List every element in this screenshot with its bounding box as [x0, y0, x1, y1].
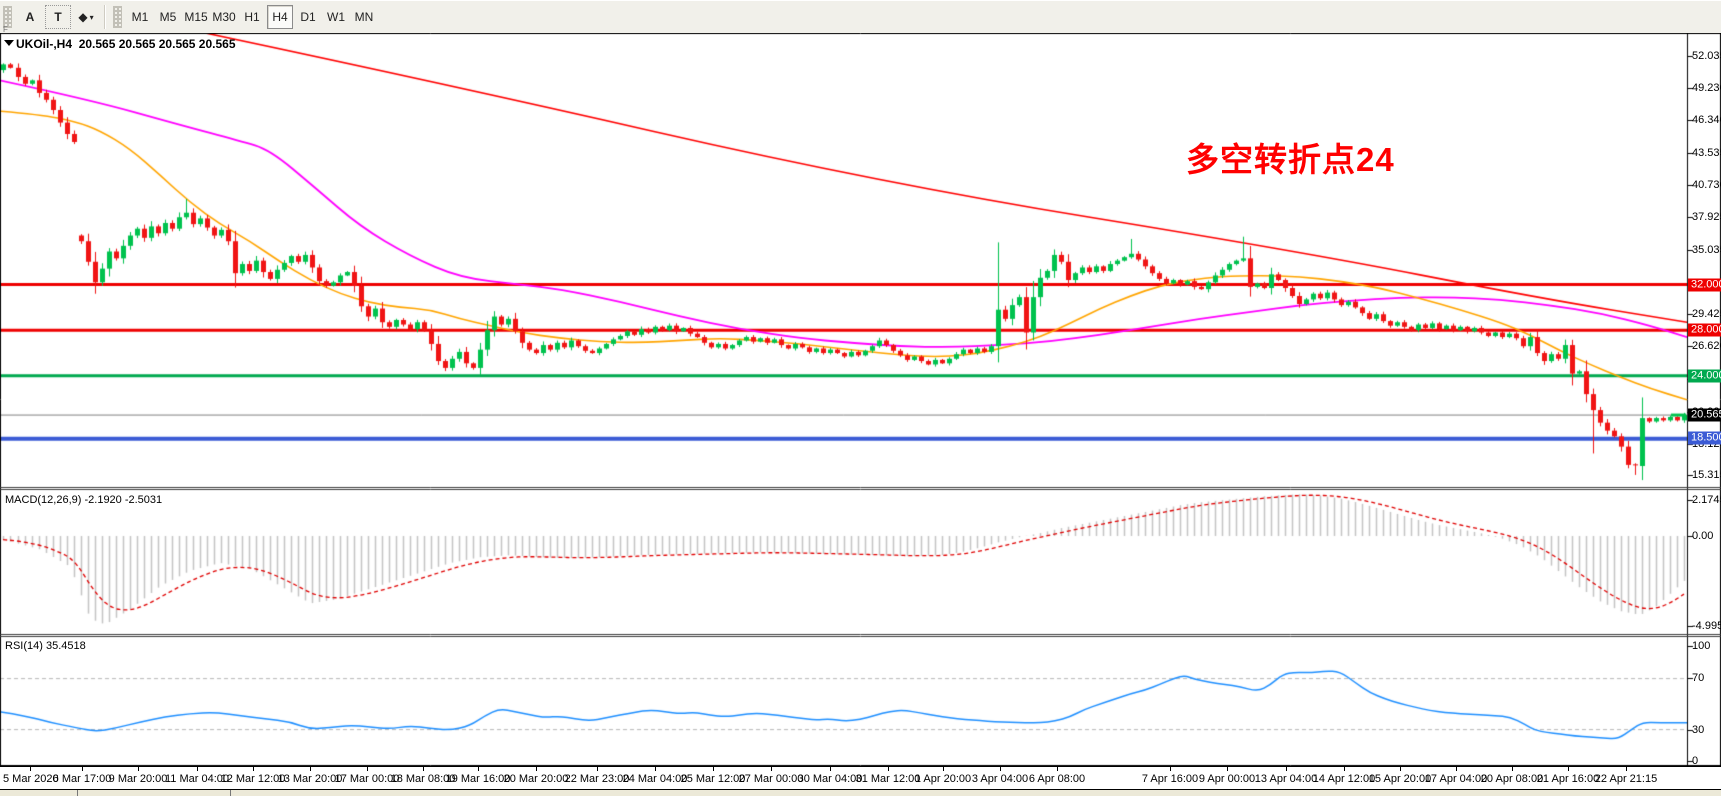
- time-tick: [138, 767, 139, 771]
- time-tick: [771, 767, 772, 771]
- time-tick: [713, 767, 714, 771]
- time-axis-label: 24 Mar 04:00: [622, 773, 688, 785]
- time-tick: [1400, 767, 1401, 771]
- time-tick: [1227, 767, 1228, 771]
- time-tick: [1626, 767, 1627, 771]
- time-tick: [1170, 767, 1171, 771]
- timeframe-button-h1[interactable]: H1: [244, 10, 260, 24]
- time-tick: [1512, 767, 1513, 771]
- time-axis-label: 20 Mar 20:00: [503, 773, 569, 785]
- time-axis-label: 31 Mar 12:00: [855, 773, 921, 785]
- time-axis-label: 9 Mar 20:00: [108, 773, 168, 785]
- time-axis-label: 22 Apr 21:15: [1594, 773, 1658, 785]
- time-tick: [478, 767, 479, 771]
- time-axis-label: 21 Apr 16:00: [1536, 773, 1600, 785]
- time-tick: [655, 767, 656, 771]
- arrows-tool-button[interactable]: ◆ ▾: [73, 5, 99, 29]
- time-tick: [310, 767, 311, 771]
- time-axis-label: 19 Mar 16:00: [445, 773, 511, 785]
- time-tick: [367, 767, 368, 771]
- timeframe-button-m5[interactable]: M5: [159, 10, 177, 24]
- time-tick: [82, 767, 83, 771]
- timeframe-button-d1[interactable]: D1: [300, 10, 316, 24]
- time-tick: [1344, 767, 1345, 771]
- top-toolbar: F A T ◆ ▾ M1 M5 M15 M30 H1 H4 D1 W1 MN: [0, 0, 1721, 34]
- time-tick: [197, 767, 198, 771]
- text-tool-button[interactable]: T: [45, 5, 71, 29]
- timeframe-button-m30[interactable]: M30: [212, 10, 236, 24]
- time-tick: [423, 767, 424, 771]
- time-axis[interactable]: 5 Mar 2020 6 Mar 17:00 9 Mar 20:00 11 Mar 0…: [0, 766, 1721, 789]
- timeframe-button-m15[interactable]: M15: [184, 10, 208, 24]
- time-tick: [888, 767, 889, 771]
- time-axis-label: 25 Mar 12:00: [680, 773, 746, 785]
- time-axis-label: 13 Apr 04:00: [1254, 773, 1318, 785]
- time-axis-label: 6 Mar 17:00: [52, 773, 112, 785]
- toolbar-separator: [104, 5, 106, 29]
- grip-f-label: F: [3, 25, 8, 34]
- text-label-tool-button[interactable]: A: [25, 10, 35, 24]
- time-axis-label: 7 Apr 16:00: [1141, 773, 1199, 785]
- time-tick: [1057, 767, 1058, 771]
- time-tick: [1456, 767, 1457, 771]
- footer-divider: [77, 790, 78, 796]
- time-axis-label: 22 Mar 23:00: [564, 773, 630, 785]
- time-axis-label: 5 Mar 2020: [3, 773, 59, 785]
- time-axis-label: 18 Mar 08:00: [390, 773, 456, 785]
- time-axis-label: 30 Mar 04:00: [797, 773, 863, 785]
- time-axis-label: 14 Apr 12:00: [1312, 773, 1376, 785]
- time-tick: [943, 767, 944, 771]
- time-tick: [1568, 767, 1569, 771]
- timeframe-button-m1[interactable]: M1: [131, 10, 149, 24]
- chevron-down-icon: ▾: [89, 12, 94, 22]
- time-axis-label: 17 Apr 04:00: [1424, 773, 1488, 785]
- timeframe-button-mn[interactable]: MN: [354, 10, 374, 24]
- time-axis-label: 6 Apr 08:00: [1028, 773, 1086, 785]
- time-axis-label: 13 Mar 20:00: [277, 773, 343, 785]
- time-tick: [536, 767, 537, 771]
- time-tick: [30, 767, 31, 771]
- bottom-edge-strip: [0, 789, 1721, 796]
- time-tick: [830, 767, 831, 771]
- time-axis-label: 27 Mar 00:00: [738, 773, 804, 785]
- time-tick: [1286, 767, 1287, 771]
- timeframe-button-w1[interactable]: W1: [327, 10, 345, 24]
- time-tick: [1000, 767, 1001, 771]
- time-axis-label: 12 Mar 12:00: [220, 773, 286, 785]
- time-tick: [253, 767, 254, 771]
- timeframe-button-h4[interactable]: H4: [267, 5, 293, 29]
- footer-divider: [230, 790, 231, 796]
- timeframe-toolbar-grip[interactable]: [113, 6, 122, 28]
- arrows-icon: ◆: [78, 10, 88, 24]
- toolbar-grip[interactable]: F: [3, 6, 12, 34]
- chart-canvas[interactable]: [0, 33, 1721, 766]
- time-axis-label: 11 Mar 04:00: [164, 773, 230, 785]
- time-axis-label: 15 Apr 20:00: [1368, 773, 1432, 785]
- time-axis-label: 9 Apr 00:00: [1198, 773, 1256, 785]
- time-axis-label: 1 Apr 20:00: [914, 773, 972, 785]
- time-axis-label: 20 Apr 08:00: [1480, 773, 1544, 785]
- time-tick: [597, 767, 598, 771]
- time-axis-label: 17 Mar 00:00: [334, 773, 400, 785]
- timeframe-button-group: M1 M5 M15 M30 H1 H4 D1 W1 MN: [126, 5, 378, 29]
- time-axis-label: 3 Apr 04:00: [971, 773, 1029, 785]
